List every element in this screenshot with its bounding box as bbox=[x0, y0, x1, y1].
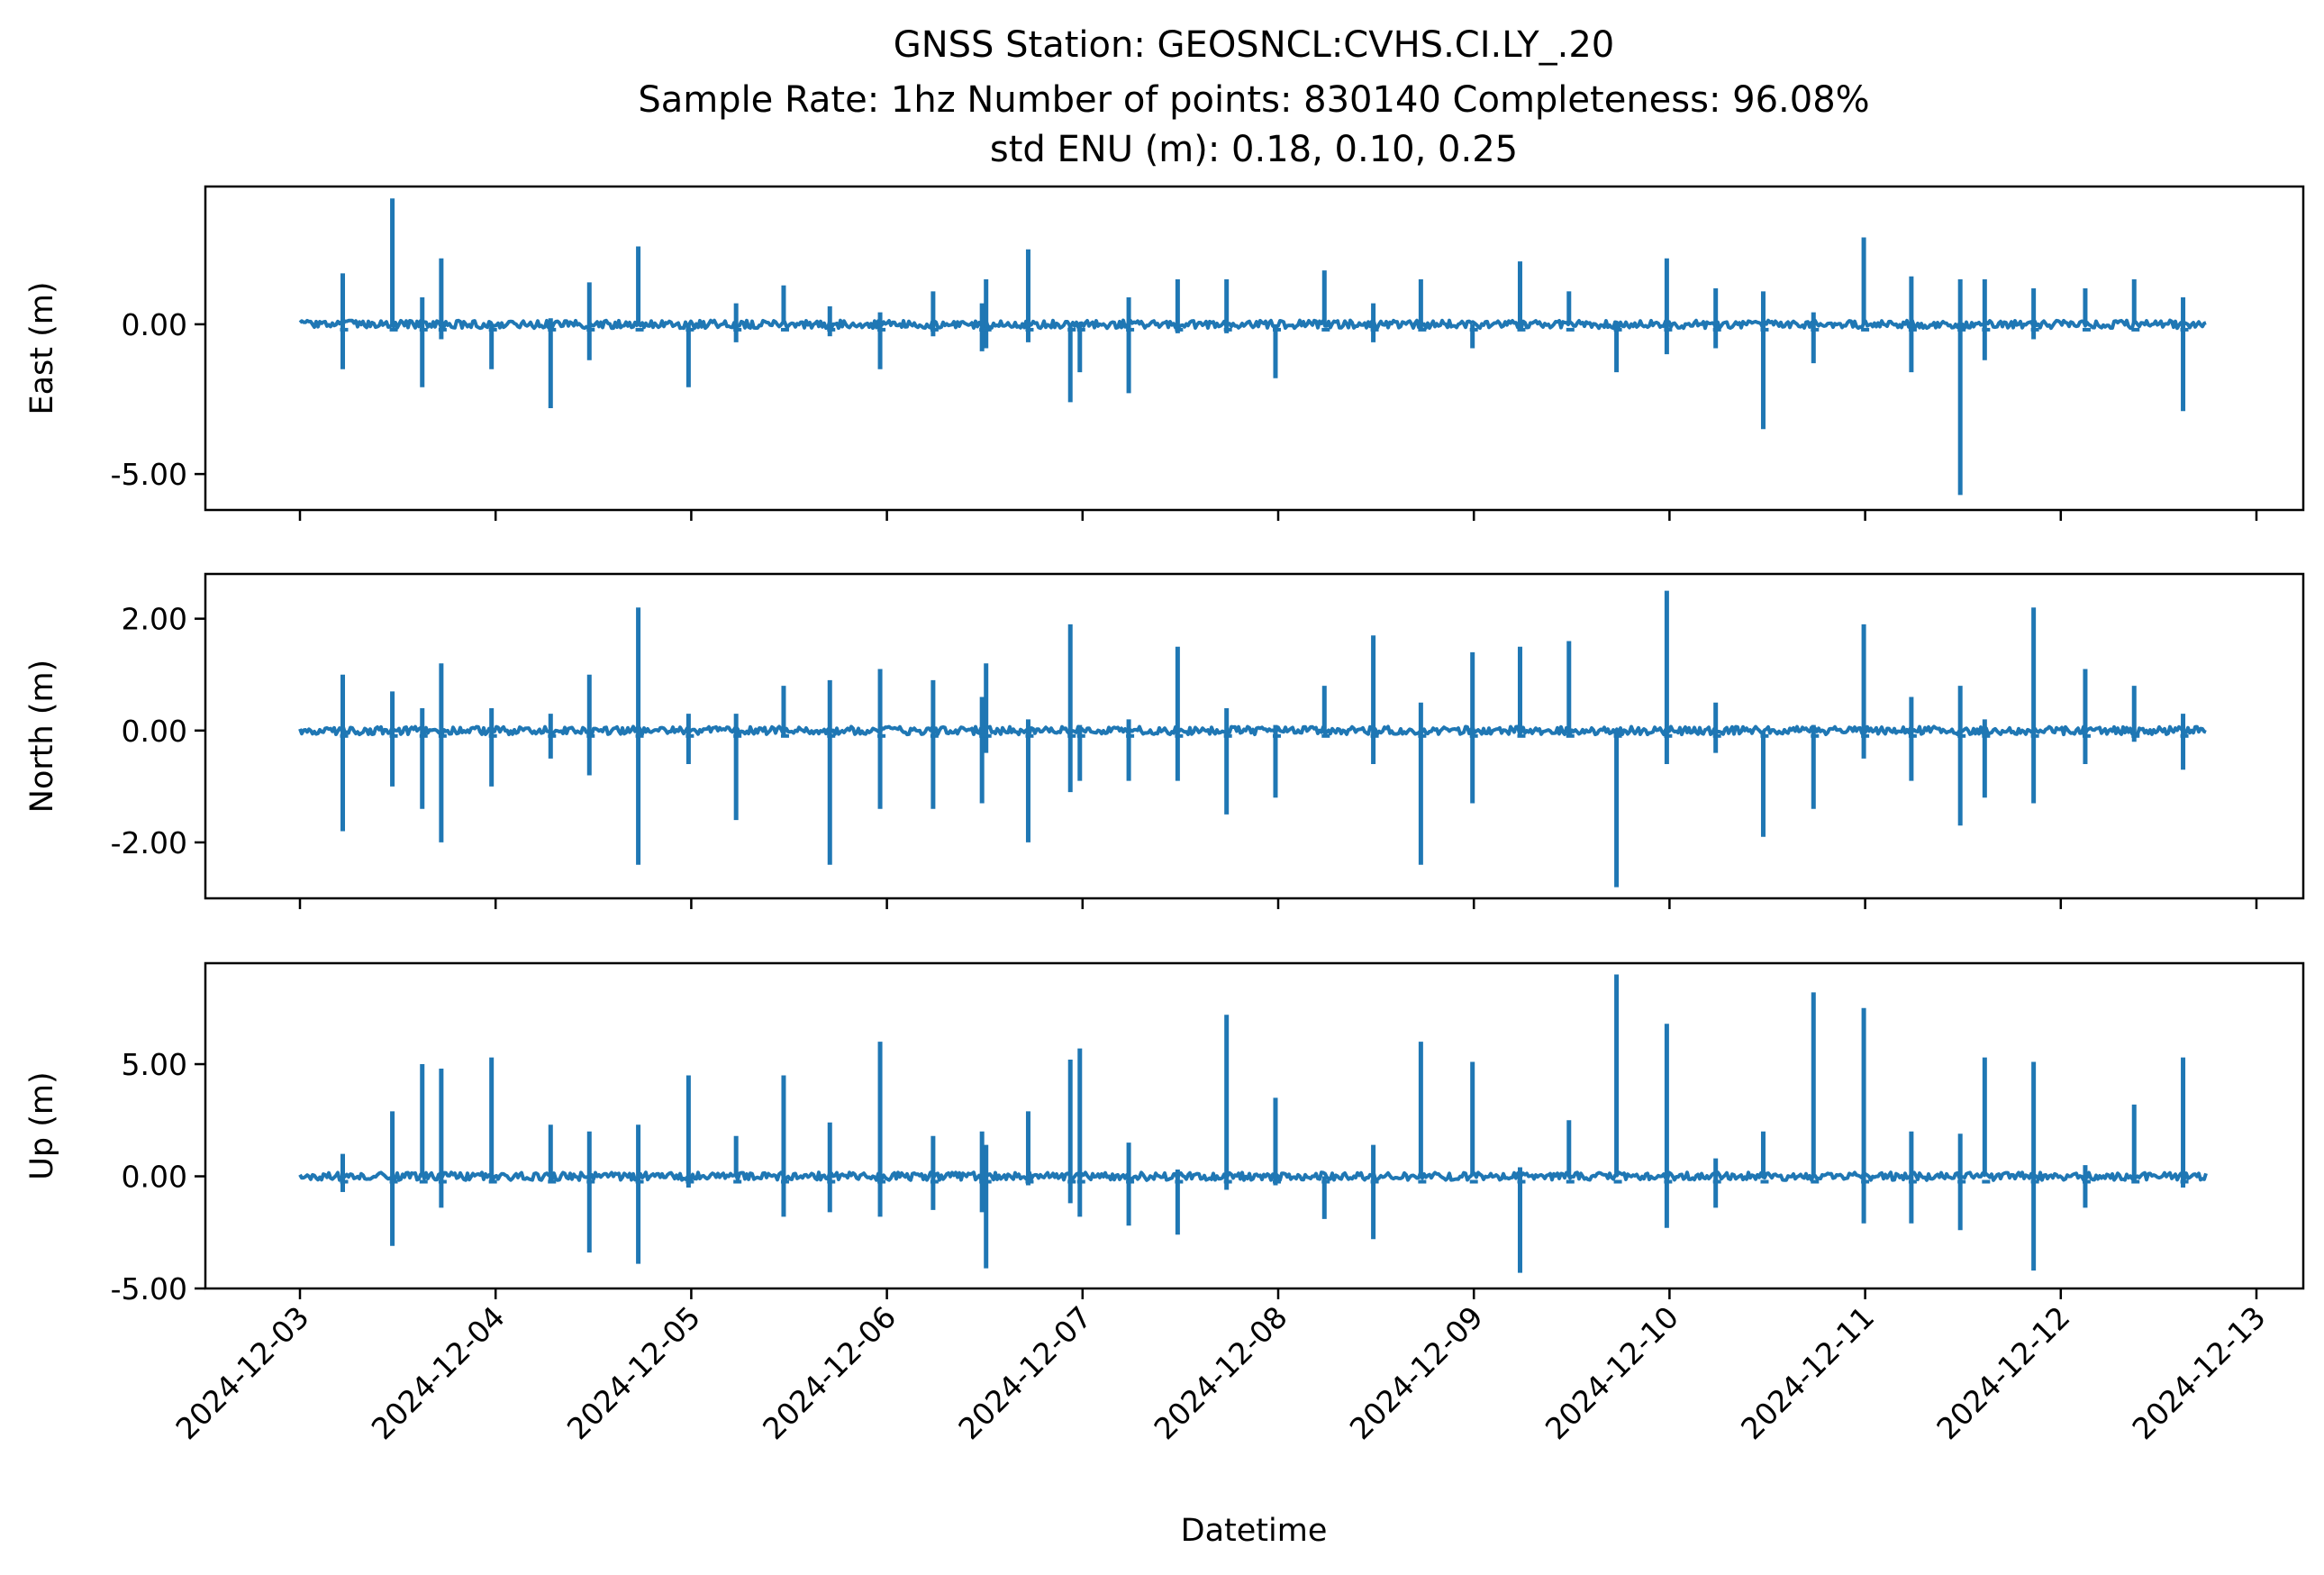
y-tick-label: 0.00 bbox=[122, 307, 187, 342]
y-tick-label: -5.00 bbox=[111, 1271, 187, 1306]
y-axis-label: North (m) bbox=[24, 660, 60, 813]
x-tick-label: 2024-12-10 bbox=[1539, 1299, 1685, 1446]
x-tick-label: 2024-12-03 bbox=[168, 1299, 315, 1446]
y-axis-label: Up (m) bbox=[24, 1071, 60, 1179]
title-line-2: Sample Rate: 1hz Number of points: 83014… bbox=[638, 79, 1869, 121]
x-tick-label: 2024-12-05 bbox=[560, 1299, 707, 1446]
baseline-trace bbox=[298, 318, 2207, 331]
y-tick-label: 0.00 bbox=[122, 1160, 187, 1195]
axes-frame bbox=[204, 961, 2305, 1290]
y-tick-label: -5.00 bbox=[111, 457, 187, 492]
title-line-3: std ENU (m): 0.18, 0.10, 0.25 bbox=[990, 129, 1518, 170]
x-tick-label: 2024-12-08 bbox=[1147, 1299, 1294, 1446]
y-tick-label: 5.00 bbox=[122, 1047, 187, 1082]
y-tick-label: 0.00 bbox=[122, 714, 187, 749]
panel-north: -2.00 0.00 2.00 North (m) bbox=[24, 572, 2305, 909]
y-axis-label: East (m) bbox=[24, 281, 60, 414]
y-tick-label: 2.00 bbox=[122, 602, 187, 637]
baseline-trace bbox=[298, 1170, 2208, 1182]
x-tick-label: 2024-12-06 bbox=[756, 1299, 903, 1446]
title-line-1: GNSS Station: GEOSNCL:CVHS.CI.LY_.20 bbox=[894, 24, 1615, 66]
y-tick-label: -2.00 bbox=[111, 825, 187, 860]
x-axis-label: Datetime bbox=[1181, 1513, 1328, 1549]
panel-up: -5.00 0.00 5.00 Up (m) 2024-12-03 2024-12-04 2… bbox=[24, 961, 2305, 1446]
x-tick-label: 2024-12-11 bbox=[1734, 1299, 1881, 1446]
x-tick-label: 2024-12-12 bbox=[1929, 1299, 2076, 1446]
x-tick-label: 2024-12-04 bbox=[365, 1299, 512, 1446]
x-tick-label: 2024-12-09 bbox=[1343, 1299, 1490, 1446]
panel-east: -5.00 0.00 East (m) bbox=[24, 185, 2305, 521]
axes-frame bbox=[204, 572, 2305, 900]
axes-frame bbox=[204, 185, 2305, 512]
baseline-trace bbox=[298, 724, 2207, 737]
x-tick-label: 2024-12-13 bbox=[2125, 1299, 2272, 1446]
x-tick-label: 2024-12-07 bbox=[951, 1299, 1098, 1446]
